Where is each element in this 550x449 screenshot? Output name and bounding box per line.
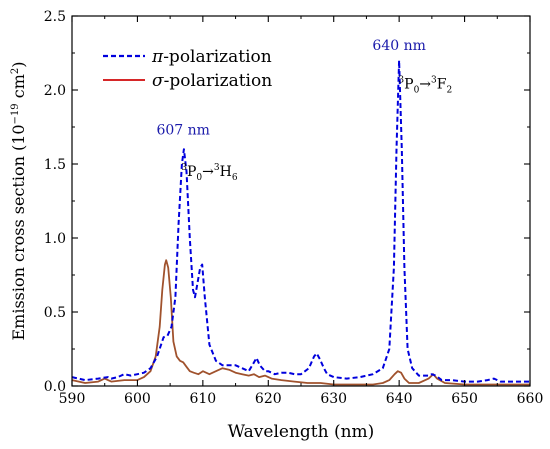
peak-label: 607 nm [156,122,209,138]
transition-label-1: 3P0→3F2 [398,76,452,96]
legend-label-pi-rest: -polarization [163,47,272,67]
transition-lower-j: 0 [196,173,202,183]
y-tick-label: 1.0 [44,231,66,247]
legend-label-pi: π-polarization [151,47,272,67]
transition-upper-mult: 3 [431,76,437,86]
y-axis-title: Emission cross section (10−19 cm2) [9,61,28,340]
y-axis-title-exp2: 2 [10,68,21,74]
series-line-sigma [71,259,530,386]
transition-label-0: 3P0→3H6 [181,163,238,183]
transition-lower-term: P [404,77,413,93]
transition-lower-term: P [187,164,196,180]
y-tick-label: 1.5 [44,157,66,173]
y-axis-title-exp1: −19 [10,103,21,124]
transition-upper-term: H [220,164,232,180]
x-tick-label: 590 [59,391,86,407]
legend-label-sigma: σ-polarization [152,71,272,91]
transition-lower-mult: 3 [181,163,187,173]
x-tick-label: 660 [517,391,544,407]
y-axis-title-main: Emission cross section (10 [9,124,28,340]
x-tick-label: 650 [451,391,478,407]
plot-frame [71,15,531,387]
legend-label-pi-symbol: π [151,47,164,67]
transition-upper-mult: 3 [214,163,220,173]
y-tick-label: 0.5 [44,305,66,321]
series-line-pi [71,59,530,383]
x-tick-label: 620 [255,391,282,407]
x-tick-label: 630 [320,391,347,407]
x-tick-label: 600 [124,391,151,407]
legend-label-sigma-symbol: σ [152,71,164,91]
transition-lower-j: 0 [414,86,420,96]
transition-upper-j: 6 [232,173,238,183]
legend-label-sigma-rest: -polarization [164,71,273,91]
y-tick-label: 0.0 [44,379,66,395]
plot-area [71,59,530,386]
peak-label: 640 nm [372,38,425,54]
transition-arrow: → [419,77,431,93]
y-axis-title-end: ) [9,61,28,67]
transition-arrow: → [202,164,214,180]
x-tick-label: 610 [189,391,216,407]
y-axis-title-mid: cm [9,74,28,103]
transition-lower-mult: 3 [398,76,404,86]
x-tick-label: 640 [386,391,413,407]
x-axis-title: Wavelength (nm) [228,422,375,442]
transition-upper-term: F [437,77,447,93]
y-tick-label: 2.5 [44,9,66,25]
labels: Wavelength (nm) Emission cross section (1… [9,38,452,442]
axes: 590 600 610 620 630 640 650 6600.00.51.01.52.02… [44,9,544,407]
transition-upper-j: 2 [446,86,452,96]
y-tick-label: 2.0 [44,83,66,99]
